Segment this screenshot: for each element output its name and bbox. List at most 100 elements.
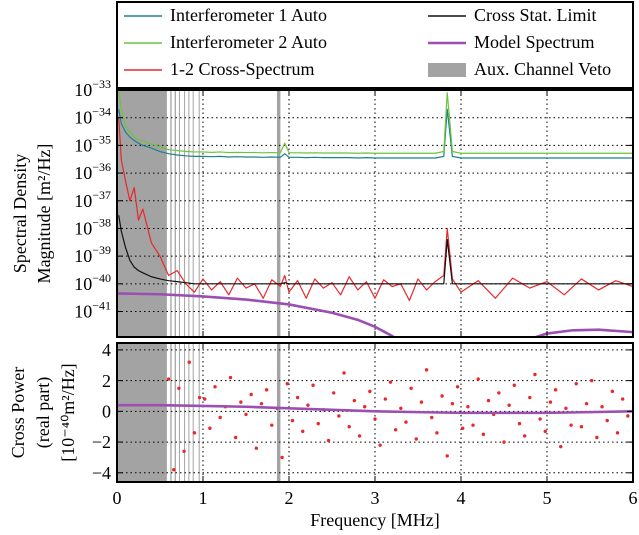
veto-region — [198, 90, 200, 337]
scatter-point — [208, 426, 212, 430]
scatter-point — [409, 386, 413, 391]
scatter-point — [264, 388, 269, 392]
scatter-point — [620, 397, 625, 401]
scatter-point — [352, 398, 357, 403]
legend-label: Interferometer 2 Auto — [170, 32, 327, 52]
scatter-point — [373, 417, 377, 421]
scatter-point — [368, 389, 372, 394]
veto-region — [117, 343, 167, 482]
scatter-point — [600, 405, 604, 409]
scatter-point — [626, 414, 630, 418]
x-tick-label: 2 — [285, 488, 294, 508]
veto-region — [198, 343, 200, 482]
scatter-point — [311, 383, 315, 387]
scatter-point — [295, 395, 300, 400]
veto-region — [184, 343, 186, 482]
y-tick-label: 2 — [102, 371, 111, 391]
scatter-point — [197, 395, 202, 400]
plot-frame — [116, 89, 634, 338]
scatter-point — [564, 406, 568, 410]
plot-layer — [117, 343, 633, 482]
y-axis-label: Cross Power — [8, 367, 28, 459]
x-tick-label: 1 — [199, 488, 208, 508]
scatter-point — [450, 401, 455, 406]
y-tick-label: 4 — [102, 340, 111, 360]
y-tick-label: −4 — [92, 463, 111, 483]
scatter-point — [569, 423, 573, 427]
scatter-point — [481, 432, 486, 437]
scatter-point — [187, 360, 191, 364]
y-axis-label: Magnitude [m²/Hz] — [34, 144, 54, 284]
scatter-point — [574, 382, 578, 386]
scatter-point — [404, 420, 408, 424]
scatter-point — [259, 401, 264, 406]
scatter-point — [461, 426, 465, 430]
scatter-point — [543, 429, 547, 434]
legend-label: Aux. Channel Veto — [474, 59, 611, 79]
scatter-point — [254, 446, 259, 450]
scatter-point — [213, 385, 217, 389]
y-tick-label: 10−34 — [74, 104, 111, 127]
scatter-point — [440, 394, 444, 398]
veto-region — [184, 90, 186, 337]
scatter-point — [497, 391, 501, 395]
y-tick-label: 10−35 — [74, 132, 111, 155]
y-axis-label: (real part) — [33, 377, 54, 448]
scatter-point — [332, 391, 336, 395]
scatter-point — [455, 385, 460, 389]
veto-region — [276, 343, 281, 482]
scatter-point — [466, 405, 470, 409]
x-tick-label: 3 — [371, 488, 380, 508]
y-tick-label: 10−33 — [74, 77, 111, 100]
y-tick-label: 10−39 — [74, 243, 111, 266]
legend-patch — [428, 63, 466, 77]
scatter-point — [590, 378, 594, 383]
legend-label: Interferometer 1 Auto — [170, 5, 327, 25]
y-tick-label: 10−38 — [74, 215, 111, 238]
scatter-point — [414, 437, 418, 441]
scatter-point — [605, 418, 609, 423]
scatter-point — [430, 415, 434, 420]
scatter-point — [517, 421, 522, 426]
scatter-point — [559, 444, 563, 449]
scatter-point — [177, 386, 181, 391]
veto-region — [170, 90, 172, 337]
scatter-point — [424, 368, 429, 372]
scatter-point — [610, 389, 615, 394]
y-tick-label: 10−41 — [74, 298, 111, 321]
scatter-point — [290, 418, 295, 423]
y-tick-label: 10−36 — [74, 160, 111, 183]
scatter-point — [362, 405, 367, 409]
scatter-point — [512, 383, 517, 387]
scatter-point — [306, 403, 310, 407]
scatter-point — [357, 434, 362, 438]
veto-region — [276, 90, 281, 337]
veto-region — [174, 90, 176, 337]
y-axis-label: Spectral Density — [10, 154, 30, 273]
veto-region — [188, 90, 190, 337]
scatter-point — [378, 443, 382, 447]
scatter-point — [419, 400, 424, 404]
veto-region — [174, 343, 176, 482]
scatter-point — [301, 429, 305, 434]
veto-region — [117, 90, 167, 337]
scatter-point — [244, 412, 248, 417]
scatter-point — [553, 388, 558, 392]
scatter-point — [579, 425, 584, 429]
scatter-point — [233, 435, 238, 440]
scatter-point — [393, 428, 398, 432]
scatter-point — [347, 425, 351, 429]
scatter-point — [471, 423, 475, 427]
y-tick-label: 10−37 — [74, 188, 111, 211]
scatter-point — [192, 431, 197, 435]
scatter-point — [270, 423, 274, 427]
y-tick-label: 10−40 — [74, 271, 111, 294]
scatter-point — [533, 372, 537, 377]
x-tick-label: 5 — [543, 488, 552, 508]
series-line — [117, 403, 633, 415]
scatter-point — [595, 435, 599, 440]
scatter-point — [203, 397, 207, 401]
scatter-point — [316, 421, 320, 426]
x-axis-label: Frequency [MHz] — [310, 510, 439, 530]
